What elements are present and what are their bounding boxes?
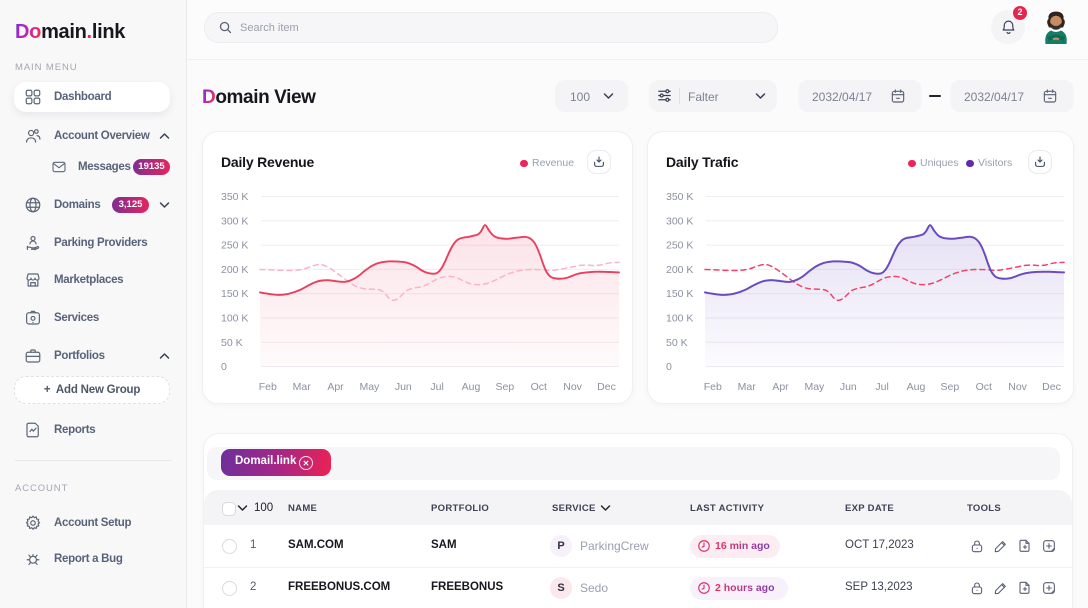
svg-text:May: May <box>804 381 825 393</box>
svg-text:Sep: Sep <box>496 381 515 393</box>
svg-text:350 K: 350 K <box>221 191 248 203</box>
svg-text:300 K: 300 K <box>666 215 693 227</box>
svg-text:100 K: 100 K <box>221 313 248 325</box>
svg-text:50 K: 50 K <box>221 337 243 349</box>
svg-text:Feb: Feb <box>704 381 722 393</box>
svg-text:Feb: Feb <box>259 381 277 393</box>
svg-text:Oct: Oct <box>531 381 547 393</box>
svg-text:Nov: Nov <box>1008 381 1027 393</box>
svg-text:Dec: Dec <box>1042 381 1061 393</box>
svg-text:Nov: Nov <box>563 381 582 393</box>
svg-text:Mar: Mar <box>293 381 312 393</box>
svg-text:Jun: Jun <box>840 381 857 393</box>
svg-text:150 K: 150 K <box>221 288 248 300</box>
svg-text:Dec: Dec <box>597 381 616 393</box>
svg-text:0: 0 <box>221 361 227 373</box>
svg-text:200 K: 200 K <box>221 264 248 276</box>
svg-text:350 K: 350 K <box>666 191 693 203</box>
svg-text:250 K: 250 K <box>666 240 693 252</box>
svg-text:200 K: 200 K <box>666 264 693 276</box>
svg-text:Apr: Apr <box>772 381 789 393</box>
svg-text:50 K: 50 K <box>666 337 688 349</box>
svg-text:Oct: Oct <box>976 381 992 393</box>
svg-text:Sep: Sep <box>941 381 960 393</box>
svg-text:0: 0 <box>666 361 672 373</box>
svg-text:Jul: Jul <box>430 381 443 393</box>
svg-text:Aug: Aug <box>907 381 926 393</box>
svg-text:Mar: Mar <box>738 381 757 393</box>
svg-text:Jul: Jul <box>875 381 888 393</box>
svg-text:Jun: Jun <box>395 381 412 393</box>
svg-text:300 K: 300 K <box>221 215 248 227</box>
svg-text:250 K: 250 K <box>221 240 248 252</box>
svg-text:Apr: Apr <box>327 381 344 393</box>
svg-text:Aug: Aug <box>462 381 481 393</box>
svg-text:150 K: 150 K <box>666 288 693 300</box>
svg-text:100 K: 100 K <box>666 313 693 325</box>
svg-text:May: May <box>359 381 380 393</box>
